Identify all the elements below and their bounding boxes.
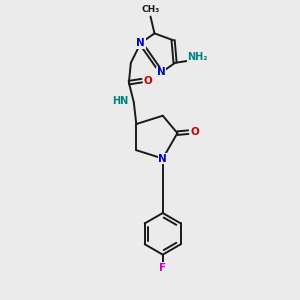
- Text: NH₂: NH₂: [188, 52, 208, 62]
- Text: HN: HN: [112, 97, 128, 106]
- Text: N: N: [158, 154, 167, 164]
- Text: F: F: [159, 262, 166, 272]
- Text: N: N: [136, 38, 145, 48]
- Text: O: O: [143, 76, 152, 85]
- Text: O: O: [191, 127, 200, 137]
- Text: CH₃: CH₃: [141, 5, 160, 14]
- Text: N: N: [157, 68, 166, 77]
